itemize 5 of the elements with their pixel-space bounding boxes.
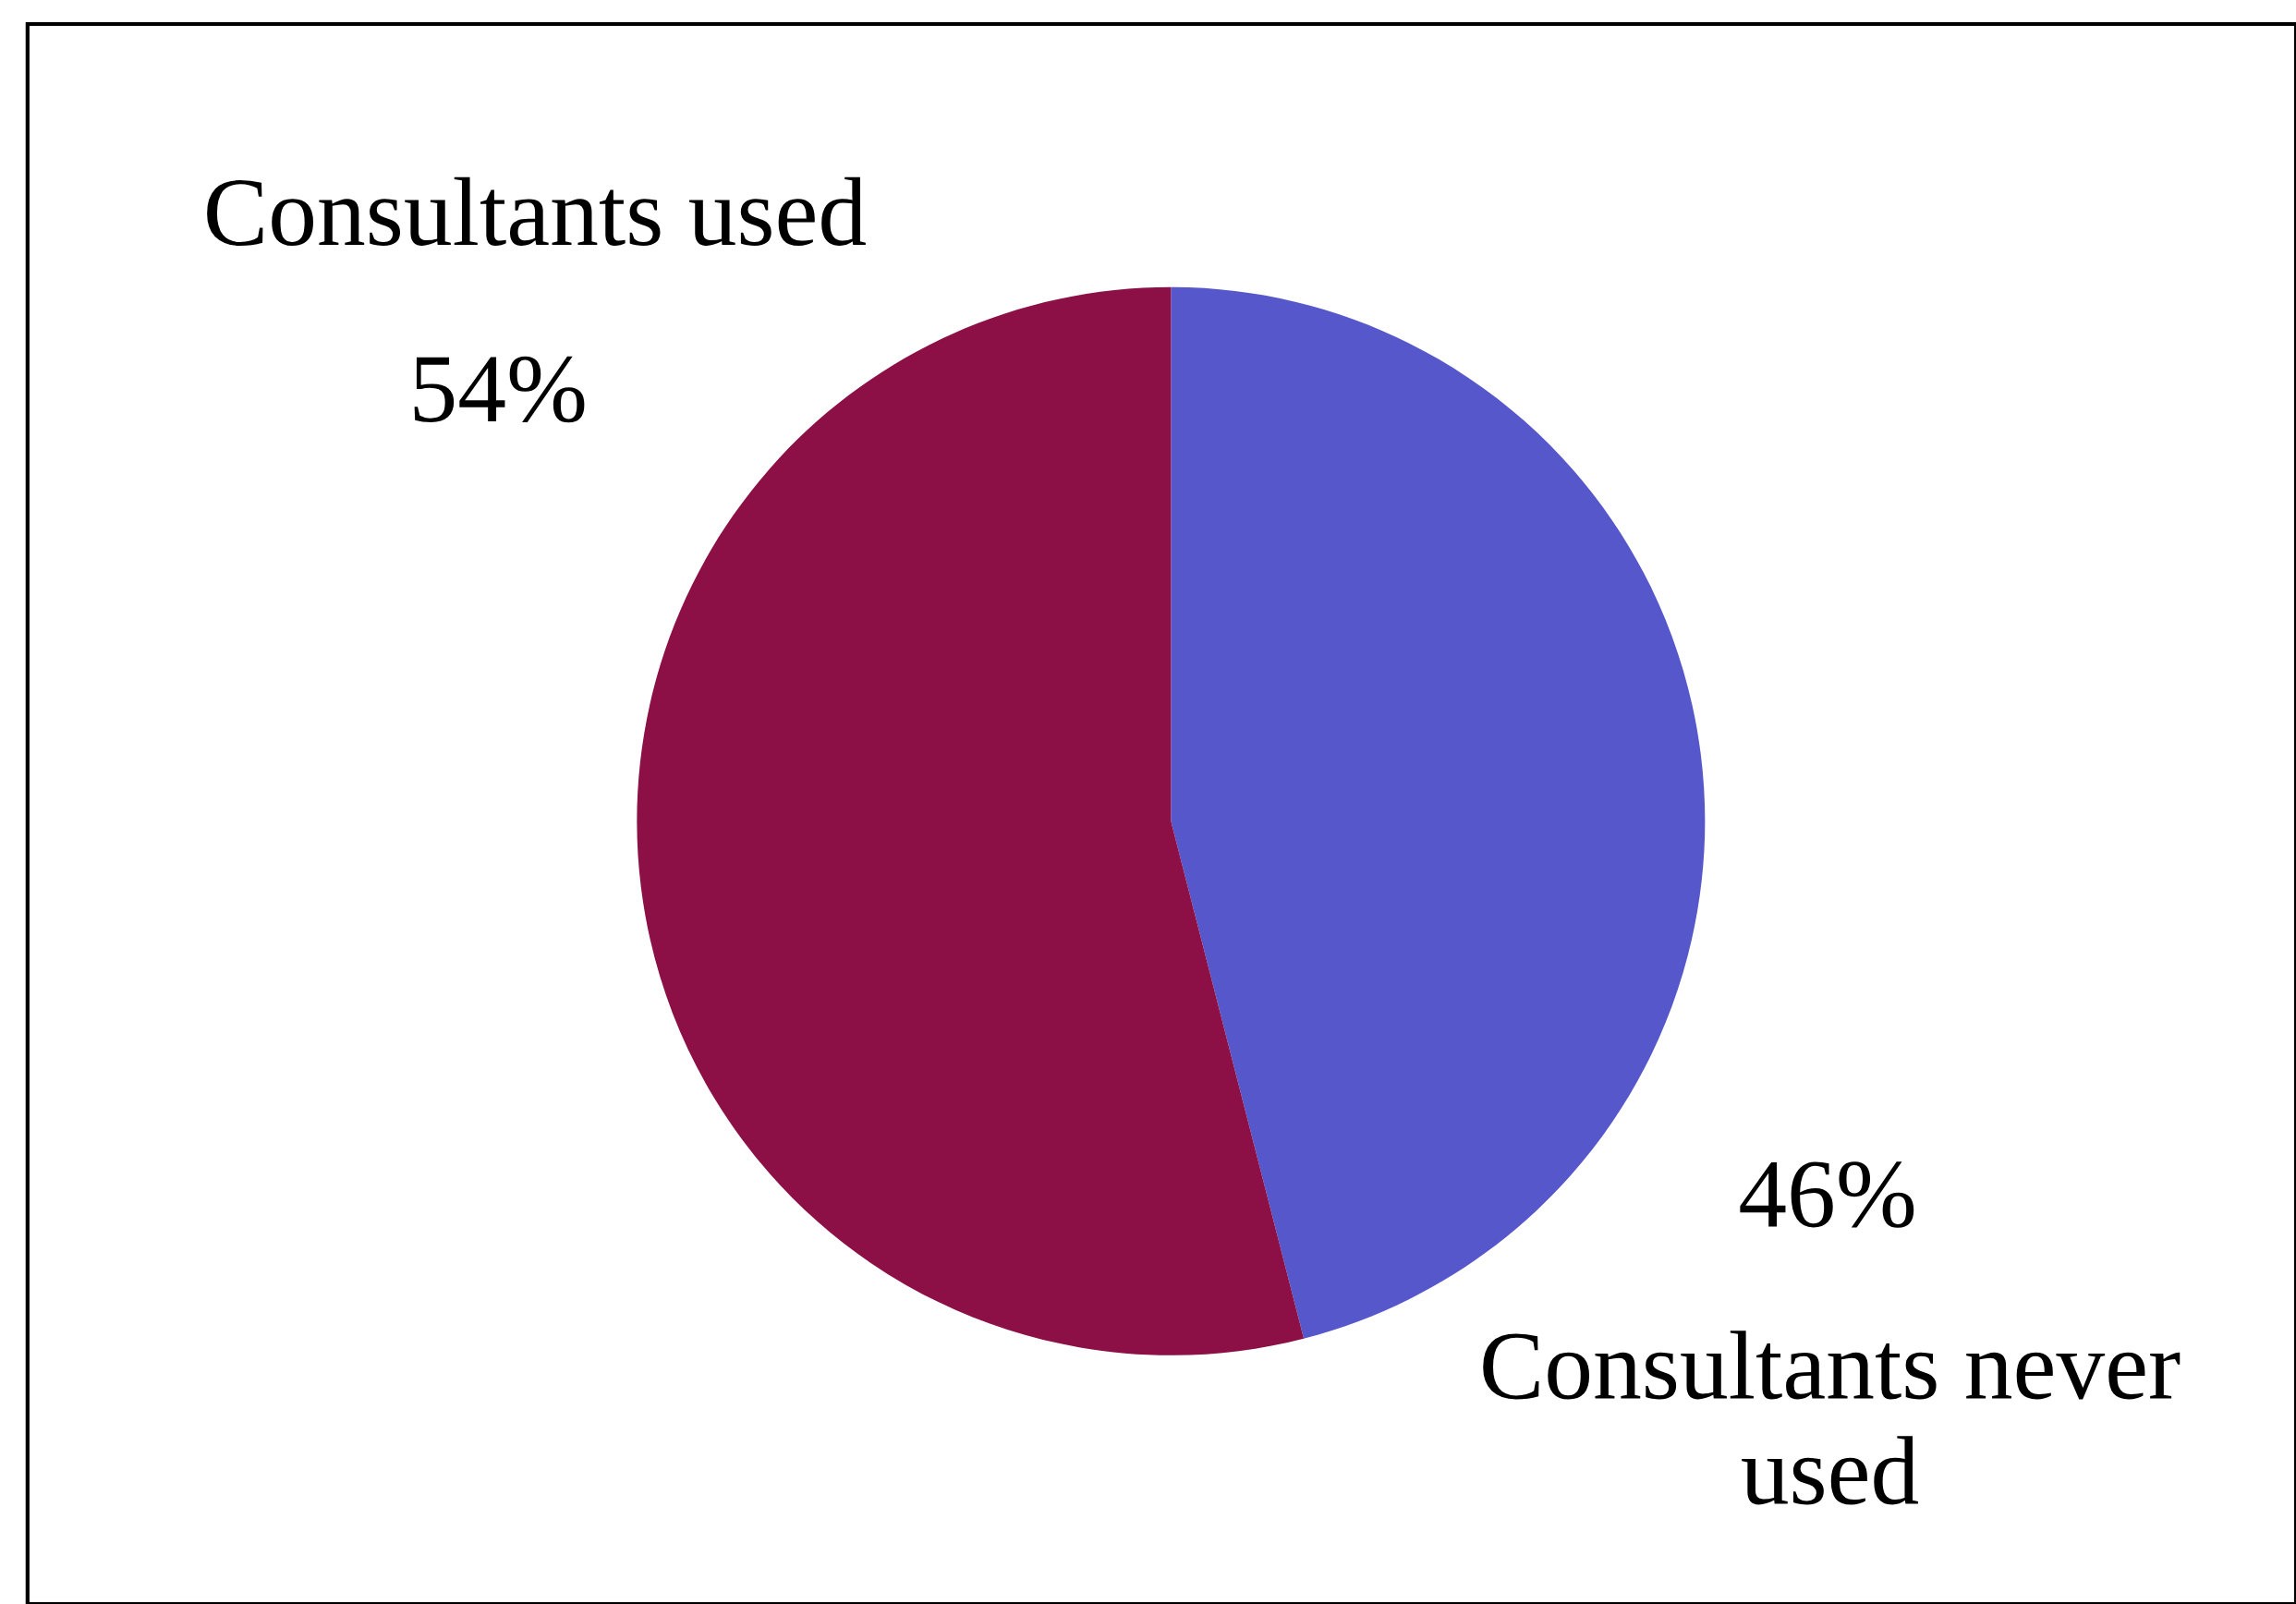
- data-label: 54%: [414, 356, 585, 423]
- data-label: 46%: [1740, 1161, 1914, 1228]
- slice-label: Consultants used: [207, 176, 866, 246]
- slice-label: Consultants never used: [1483, 1331, 2181, 1505]
- pie-slice: [637, 286, 1305, 1355]
